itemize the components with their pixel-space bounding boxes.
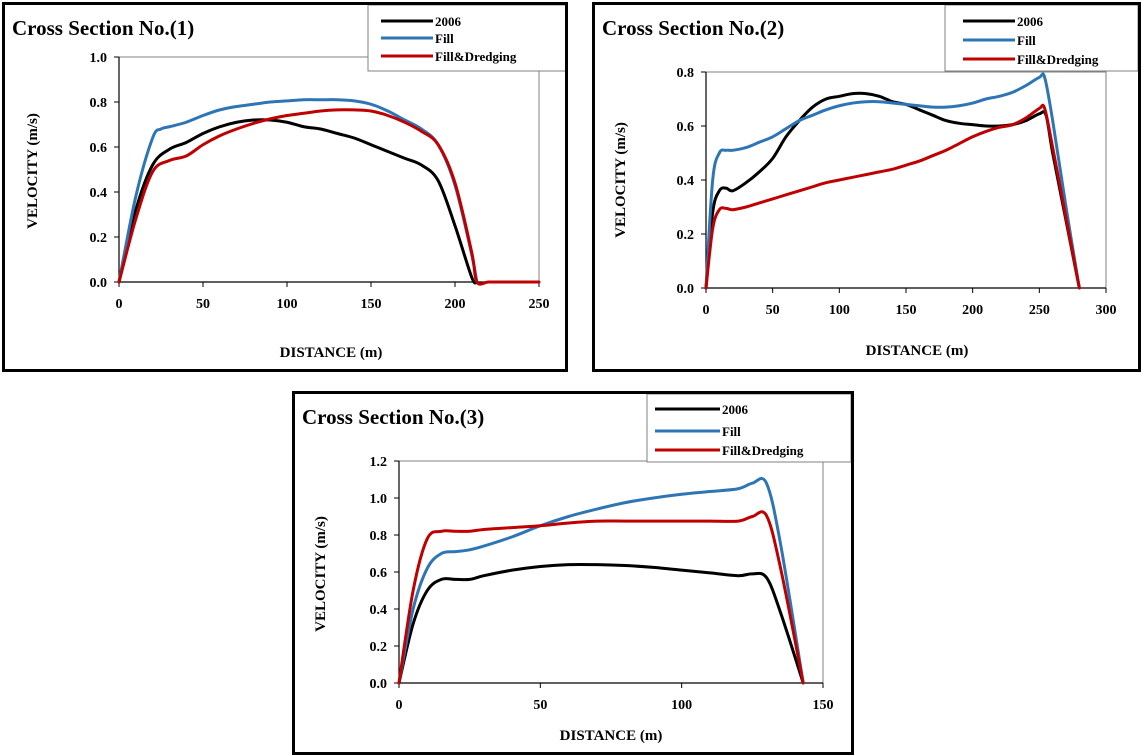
- cs2-series-line-fill-dredging: [704, 103, 1081, 290]
- cs1-y-tick-label: 0.2: [90, 231, 108, 246]
- cs2-legend-label: Fill&Dredging: [1017, 52, 1099, 67]
- cs3-y-tick-label: 0.4: [370, 603, 388, 618]
- cs2-legend-label: Fill: [1017, 33, 1036, 48]
- chart-panel-cross-section-2: 0.0 0.2 0.4 0.6 0.8 0 50 100 150 200 250 300 DISTANC…: [592, 2, 1141, 372]
- cs2-x-tick-label: 300: [1096, 303, 1117, 318]
- cs2-legend-label: 2006: [1017, 14, 1044, 29]
- cs1-series-line-fill: [117, 98, 479, 284]
- cs3-legend-label: Fill&Dredging: [722, 443, 804, 458]
- cs2-x-tick-label: 200: [962, 303, 983, 318]
- cs3-series-line-fill: [397, 477, 805, 685]
- cs3-series-line-2006: [397, 562, 805, 685]
- chart-svg-cross-section-1: 0.0 0.2 0.4 0.6 0.8 1.0 0 50 100 150 200 250 DISTANC…: [12, 5, 565, 361]
- cs1-x-tick-label: 0: [116, 297, 123, 312]
- cs2-y-tick-label: 0.6: [677, 120, 695, 135]
- cs1-chart-title: Cross Section No.(1): [12, 16, 194, 40]
- cs3-y-tick-label: 0.6: [370, 566, 388, 581]
- cs2-y-tick-label: 0.2: [677, 228, 695, 243]
- cs3-x-tick-label: 0: [396, 698, 403, 713]
- cs1-series-line-2006: [117, 118, 479, 285]
- cs3-y-axis-label: VELOCITY (m/s): [313, 516, 329, 632]
- cs2-y-tick-label: 0.4: [677, 174, 695, 189]
- cs3-legend-label: 2006: [722, 402, 749, 417]
- cs3-y-tick-label: 0.8: [370, 529, 388, 544]
- cs3-x-tick-label: 150: [813, 698, 834, 713]
- cs1-x-tick-label: 50: [196, 297, 210, 312]
- cs1-y-axis-label: VELOCITY (m/s): [25, 113, 41, 229]
- cs1-y-tick-label: 0.4: [90, 186, 108, 201]
- cs1-y-tick-label: 0.8: [90, 96, 108, 111]
- chart-panel-cross-section-1: 0.0 0.2 0.4 0.6 0.8 1.0 0 50 100 150 200 250 DISTANC…: [2, 2, 568, 372]
- cs3-y-tick-label: 1.2: [370, 455, 388, 470]
- chart-svg-cross-section-3: 0.0 0.2 0.4 0.6 0.8 1.0 1.2 0 50 100 150 DISTANCE (…: [302, 394, 851, 744]
- cs2-y-axis-label: VELOCITY (m/s): [613, 122, 629, 238]
- cs2-x-tick-label: 100: [829, 303, 850, 318]
- cs1-legend-label: 2006: [435, 14, 462, 29]
- cs2-series-line-fill: [704, 72, 1081, 290]
- cs3-series-line-fill-dredging: [397, 510, 805, 685]
- cs3-y-tick-label: 1.0: [370, 492, 388, 507]
- cs1-plot-area: [118, 56, 540, 283]
- cs2-x-tick-label: 150: [896, 303, 917, 318]
- cs1-x-tick-label: 150: [361, 297, 382, 312]
- cs1-x-axis-label: DISTANCE (m): [280, 345, 383, 361]
- chart-svg-cross-section-2: 0.0 0.2 0.4 0.6 0.8 0 50 100 150 200 250 300 DISTANC…: [602, 5, 1138, 359]
- cs2-y-tick-label: 0.8: [677, 66, 695, 81]
- cs1-x-tick-label: 100: [277, 297, 298, 312]
- cs1-y-tick-label: 0.6: [90, 141, 108, 156]
- cs3-x-tick-label: 100: [671, 698, 692, 713]
- cs1-legend-label: Fill&Dredging: [435, 49, 517, 64]
- cs2-chart-title: Cross Section No.(2): [602, 16, 784, 40]
- cs1-x-tick-label: 250: [529, 297, 550, 312]
- cs1-y-tick-label: 0.0: [90, 276, 108, 291]
- cs2-x-tick-label: 250: [1029, 303, 1050, 318]
- cs3-y-tick-label: 0.2: [370, 640, 388, 655]
- cs1-x-tick-label: 200: [445, 297, 466, 312]
- cs1-y-tick-label: 1.0: [90, 51, 108, 66]
- cs2-x-axis-label: DISTANCE (m): [866, 343, 969, 359]
- cs2-x-tick-label: 0: [703, 303, 710, 318]
- cs3-x-tick-label: 50: [533, 698, 547, 713]
- chart-panel-cross-section-3: 0.0 0.2 0.4 0.6 0.8 1.0 1.2 0 50 100 150 DISTANCE (…: [292, 391, 854, 755]
- cs3-chart-title: Cross Section No.(3): [302, 405, 484, 429]
- cs2-y-tick-label: 0.0: [677, 282, 695, 297]
- cs1-series-line-fill-dredging: [117, 108, 541, 286]
- cs2-x-tick-label: 50: [766, 303, 780, 318]
- cs2-series-line-2006: [704, 91, 1081, 290]
- cs3-legend-label: Fill: [722, 424, 741, 439]
- cs3-y-tick-label: 0.0: [370, 677, 388, 692]
- cs3-x-axis-label: DISTANCE (m): [560, 728, 663, 744]
- cs1-legend-label: Fill: [435, 31, 454, 46]
